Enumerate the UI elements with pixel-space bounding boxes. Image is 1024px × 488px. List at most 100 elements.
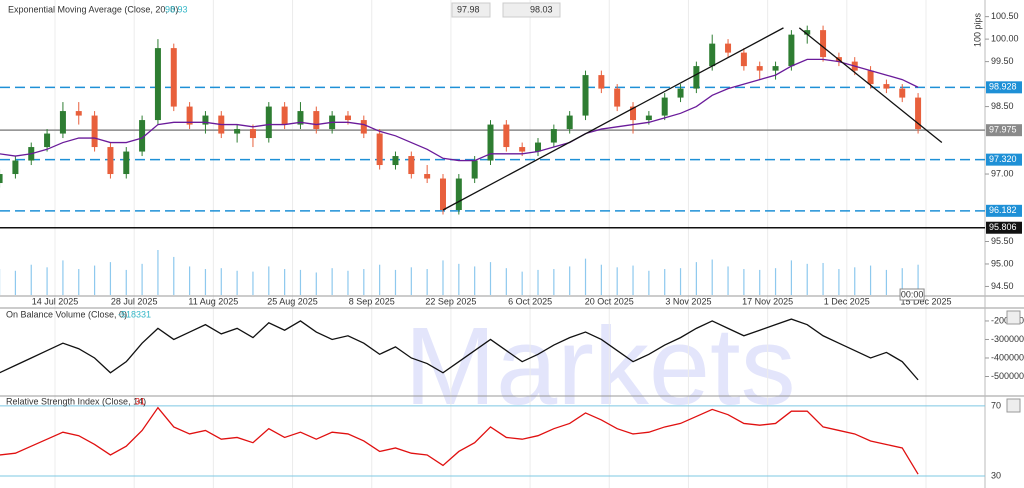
volume-bar [695, 262, 697, 295]
volume-bar [553, 269, 555, 295]
volume-bar [854, 267, 856, 295]
bid-box[interactable] [451, 2, 491, 18]
x-tick-label: 20 Oct 2025 [585, 296, 634, 306]
candle-body [75, 111, 82, 116]
volume-bar [236, 270, 238, 295]
candle-body [344, 115, 351, 121]
volume-bar [869, 265, 872, 295]
volume-bar [30, 264, 32, 295]
volume-bar [505, 268, 507, 295]
volume-bar [632, 265, 634, 295]
indicator-value: 98.93 [165, 4, 188, 14]
volume-bar [268, 266, 270, 295]
y-tick-label: 99.50 [991, 56, 1014, 66]
volume-bar [917, 264, 919, 295]
volume-bar [711, 259, 713, 295]
candle-body [107, 147, 114, 175]
volume-bar [379, 264, 381, 295]
x-tick-label: 3 Nov 2025 [665, 296, 711, 306]
volume-bar [458, 263, 460, 295]
candle-body [614, 88, 621, 107]
candle-body [582, 75, 589, 116]
time-label: 00:00 [901, 289, 924, 299]
panel-button[interactable] [1006, 310, 1021, 325]
candle-body [59, 111, 66, 134]
volume-bar [679, 268, 682, 295]
candle-body [820, 30, 827, 58]
level-label-box [986, 204, 1022, 217]
candle-body [867, 70, 874, 85]
candle-body [249, 129, 256, 139]
indicator-title: Exponential Moving Average (Close, 20, 0… [8, 4, 178, 14]
volume-bar [442, 260, 444, 295]
panel-button[interactable] [1006, 398, 1021, 413]
y-tick-label: -500000 [991, 371, 1024, 381]
x-tick-label: 25 Aug 2025 [267, 296, 318, 306]
volume-bar [474, 266, 476, 295]
candle-body [804, 30, 811, 35]
volume-bar [838, 269, 840, 295]
volume-bar [822, 262, 824, 295]
x-tick-label: 1 Dec 2025 [824, 296, 870, 306]
candle-body [645, 115, 652, 121]
candle-body [598, 75, 605, 89]
volume-bar [363, 269, 365, 295]
y-tick-label: -300000 [991, 334, 1024, 344]
candle-body [693, 66, 700, 89]
candle-body [519, 147, 526, 152]
volume-bar [173, 256, 175, 295]
candle-body [677, 88, 684, 98]
rsi-title: Relative Strength Index (Close, 14) [6, 396, 146, 406]
volume-bar [331, 268, 333, 295]
volume-bar [157, 250, 159, 295]
volume-bar [284, 269, 286, 295]
volume-bar [743, 269, 745, 295]
y-tick-label: 95.00 [991, 258, 1014, 268]
candle-body [91, 115, 98, 148]
candle-body [170, 48, 177, 107]
candle-body [756, 66, 763, 71]
candle-body [661, 97, 668, 116]
candle-body [899, 88, 906, 98]
candle-body [550, 129, 557, 143]
volume-bar [727, 266, 729, 295]
level-label: 96.182 [989, 205, 1017, 215]
volume-bar [299, 269, 302, 295]
x-tick-label: 15 Dec 2025 [900, 296, 951, 306]
y-axis-label: 100 pips [972, 12, 982, 47]
level-label: 98.928 [989, 82, 1017, 92]
candle-body [883, 84, 890, 89]
y-tick-label: 30 [991, 470, 1001, 480]
rsi-value: 31 [135, 396, 145, 406]
candle-body [439, 178, 446, 211]
y-tick-label: 97.00 [991, 168, 1014, 178]
volume-bar [584, 258, 587, 295]
candle-body [281, 106, 288, 125]
volume-bar [410, 267, 412, 295]
plot-area [0, 25, 985, 295]
candle-body [772, 66, 779, 71]
x-tick-label: 11 Aug 2025 [188, 296, 238, 306]
candle-body [44, 133, 51, 148]
candle-body [202, 115, 209, 125]
candle-body [915, 97, 922, 130]
level-label: 97.975 [989, 125, 1017, 135]
candle-body [424, 174, 431, 179]
watermark: Markets [404, 305, 795, 428]
y-tick-label: 100.50 [991, 11, 1019, 21]
candle-body [360, 120, 367, 134]
volume-bar [901, 268, 903, 295]
level-label: 97.320 [989, 154, 1017, 164]
candle-body [265, 106, 272, 139]
candle-body [455, 178, 462, 211]
ask-price: 98.03 [530, 4, 553, 14]
volume-bar [616, 267, 618, 295]
indicator-line [0, 406, 919, 475]
candle-body [709, 43, 716, 67]
volume-bar [885, 269, 888, 295]
volume-bar [790, 260, 792, 295]
y-tick-label: 95.50 [991, 236, 1014, 246]
volume-bar [220, 268, 222, 295]
volume-bar [347, 270, 349, 295]
ask-box[interactable] [502, 2, 561, 18]
